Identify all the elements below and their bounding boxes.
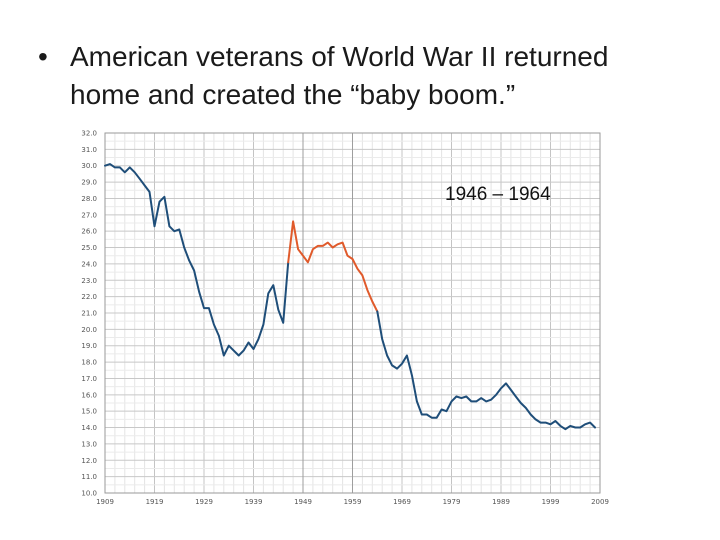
chart-grid <box>104 132 601 494</box>
x-tick-label: 1969 <box>393 498 411 506</box>
birth-rate-chart: 10.0 11.0 12.0 13.0 14.0 15.0 16.0 17.0 18.0 19.0… <box>70 125 630 515</box>
y-tick-label: 16.0 <box>81 391 97 399</box>
y-tick-label: 11.0 <box>81 473 97 481</box>
y-axis-ticks: 10.0 11.0 12.0 13.0 14.0 15.0 16.0 17.0 18.0 19.0… <box>81 130 97 498</box>
chart-annotation: 1946 – 1964 <box>445 184 551 205</box>
x-tick-label: 1909 <box>96 498 114 506</box>
y-tick-label: 27.0 <box>81 211 97 219</box>
y-tick-label: 13.0 <box>81 440 97 448</box>
series-line-2 <box>287 220 379 313</box>
y-tick-label: 32.0 <box>81 130 97 138</box>
y-tick-label: 28.0 <box>81 195 97 203</box>
y-tick-label: 14.0 <box>81 424 97 432</box>
y-tick-label: 17.0 <box>81 375 97 383</box>
y-tick-label: 15.0 <box>81 408 97 416</box>
y-tick-label: 12.0 <box>81 457 97 465</box>
x-tick-label: 1999 <box>542 498 560 506</box>
y-tick-label: 22.0 <box>81 293 97 301</box>
y-tick-label: 25.0 <box>81 244 97 252</box>
x-tick-label: 2009 <box>591 498 609 506</box>
x-tick-label: 1919 <box>146 498 164 506</box>
y-tick-label: 10.0 <box>81 490 97 498</box>
y-tick-label: 21.0 <box>81 310 97 318</box>
line-chart: 10.0 11.0 12.0 13.0 14.0 15.0 16.0 17.0 18.0 19.0… <box>81 130 609 507</box>
chart-series <box>104 163 596 431</box>
bullet-point: • American veterans of World War II retu… <box>38 38 678 114</box>
x-tick-label: 1989 <box>492 498 510 506</box>
y-tick-label: 19.0 <box>81 342 97 350</box>
x-tick-label: 1939 <box>245 498 263 506</box>
y-tick-label: 26.0 <box>81 228 97 236</box>
x-tick-label: 1979 <box>443 498 461 506</box>
y-tick-label: 20.0 <box>81 326 97 334</box>
x-axis-ticks: 1909 1919 1929 1939 1949 1959 1969 1979 1989 1999… <box>96 498 609 506</box>
y-tick-label: 30.0 <box>81 162 97 170</box>
bullet-marker: • <box>38 41 48 72</box>
x-tick-label: 1949 <box>294 498 312 506</box>
y-tick-label: 18.0 <box>81 359 97 367</box>
series-line-3 <box>376 310 596 431</box>
y-tick-label: 24.0 <box>81 260 97 268</box>
x-tick-label: 1929 <box>195 498 213 506</box>
y-tick-label: 29.0 <box>81 179 97 187</box>
series-line-1 <box>104 163 290 357</box>
y-tick-label: 23.0 <box>81 277 97 285</box>
plot-area-border <box>104 132 601 494</box>
y-tick-label: 31.0 <box>81 146 97 154</box>
bullet-text: American veterans of World War II return… <box>70 41 609 110</box>
x-tick-label: 1959 <box>344 498 362 506</box>
